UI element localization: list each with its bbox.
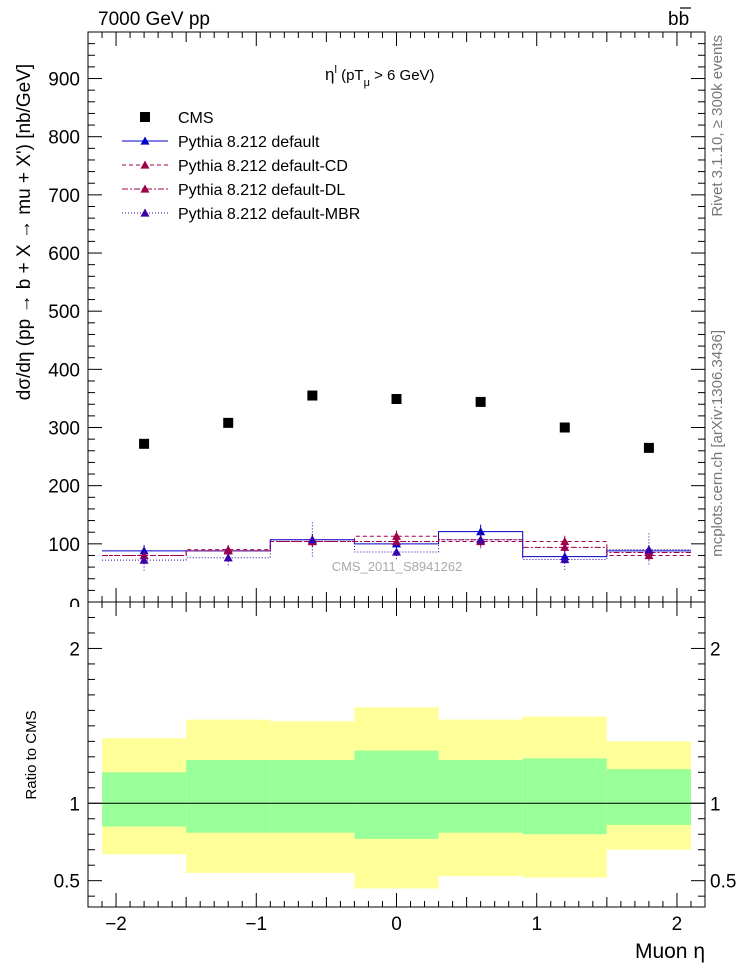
rivet-label: Rivet 3.1.10, ≥ 300k events — [709, 35, 726, 217]
analysis-watermark: CMS_2011_S8941262 — [332, 559, 463, 574]
marker-mbr — [560, 555, 570, 564]
marker-dl — [223, 546, 233, 555]
legend-label: Pythia 8.212 default-MBR — [178, 206, 360, 223]
plot-title: ηl (pTμ > 6 GeV) — [325, 64, 435, 89]
marker-mbr — [392, 547, 401, 556]
y-tick-label: 300 — [48, 419, 80, 440]
cms-point — [475, 396, 486, 407]
legend-label: CMS — [178, 110, 214, 127]
legend: CMS Pythia 8.212 default Pythia 8.212 defa… — [122, 110, 360, 223]
y-tick-label-zero: 0 — [69, 596, 80, 617]
y-tick-label: 500 — [48, 302, 80, 323]
y-tick-label: 100 — [48, 535, 80, 556]
cms-point — [223, 417, 234, 428]
legend-label: Pythia 8.212 default-CD — [178, 158, 348, 175]
ratio-tick-label: 1 — [69, 794, 80, 815]
series-line-dl — [102, 539, 691, 556]
ratio-tick-label-right: 0.5 — [710, 872, 736, 893]
marker-mbr — [644, 545, 654, 554]
header-right-b: b — [668, 9, 679, 30]
x-tick-label: 2 — [672, 914, 683, 935]
legend-marker-default — [140, 136, 150, 145]
y-tick-label: 200 — [48, 477, 80, 498]
ratio-tick-label-right: 1 — [710, 794, 721, 815]
axis-ticks: 100 200 300 400 500 600 700 800 900 0 0.5 0.5 1 1 2 2 −2… — [48, 32, 736, 935]
plot-title-tail: > 6 GeV) — [370, 67, 435, 84]
marker-mbr — [476, 535, 486, 544]
y-axis-label: dσ/dη (pp → b + X → mu + X') [nb/GeV] — [14, 64, 35, 400]
ratio-tick-label-right: 2 — [710, 639, 721, 660]
inner-band-bin — [186, 759, 271, 833]
legend-label: Pythia 8.212 default-DL — [178, 182, 345, 199]
marker-mbr — [139, 555, 149, 564]
marker-dl — [560, 542, 570, 551]
x-tick-label: 1 — [531, 914, 542, 935]
y-tick-label: 900 — [48, 70, 80, 91]
marker-mbr — [223, 553, 233, 562]
y-tick-label: 400 — [48, 360, 80, 381]
plot-title-sub: μ — [364, 77, 370, 89]
x-tick-label: −2 — [105, 914, 127, 935]
marker-dl — [392, 537, 401, 546]
header-left: 7000 GeV pp — [98, 9, 210, 30]
y-tick-label: 600 — [48, 244, 80, 265]
legend-marker-cms — [140, 112, 150, 122]
ratio-tick-label: 0.5 — [54, 872, 80, 893]
inner-band-bin — [354, 750, 439, 839]
legend-label: Pythia 8.212 default — [178, 134, 320, 151]
x-tick-label: 0 — [391, 914, 402, 935]
inner-band-bin — [522, 758, 607, 835]
marker-mbr — [307, 535, 317, 544]
y-tick-label: 800 — [48, 128, 80, 149]
marker-default — [139, 546, 149, 555]
cms-point — [643, 442, 654, 453]
inner-band-bin — [606, 769, 691, 825]
ratio-tick-label: 2 — [69, 639, 80, 660]
x-axis-label: Muon η — [635, 940, 705, 963]
legend-marker-dl — [140, 184, 150, 193]
header-right: bb — [668, 9, 689, 30]
x-tick-label: −1 — [245, 914, 267, 935]
mcplots-label: mcplots.cern.ch [arXiv:1306.3436] — [709, 330, 726, 557]
cms-point — [391, 394, 402, 405]
data-marks — [102, 390, 691, 572]
legend-marker-cd — [140, 160, 150, 169]
header-right-bbar: b — [679, 9, 690, 30]
inner-band-bin — [438, 759, 523, 833]
y-tick-label: 700 — [48, 186, 80, 207]
marker-cd — [560, 537, 570, 546]
legend-marker-mbr — [140, 208, 150, 217]
cms-point — [307, 390, 318, 401]
ratio-bands — [88, 707, 705, 889]
inner-band-bin — [102, 772, 187, 827]
marker-default — [476, 527, 486, 536]
plot-title-open: (pT — [337, 67, 364, 84]
plot-title-eta: η — [325, 65, 334, 84]
plot-title-sup: l — [334, 64, 336, 76]
cms-point — [139, 438, 150, 449]
ratio-y-axis-label: Ratio to CMS — [23, 710, 40, 799]
inner-band-bin — [270, 759, 355, 833]
cms-point — [559, 422, 570, 433]
